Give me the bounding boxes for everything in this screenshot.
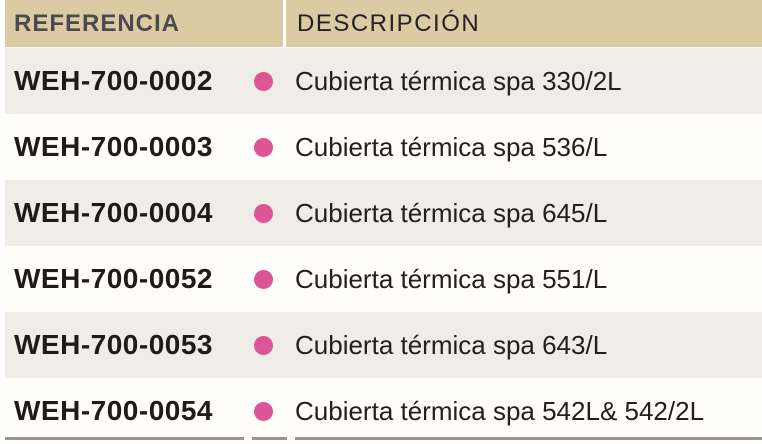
description-value: Cubierta térmica spa 536/L [295,131,608,162]
border-gap [287,437,295,440]
reference-value: WEH-700-0052 [14,263,213,294]
table-row: WEH-700-0002 Cubierta térmica spa 330/2L [5,48,762,114]
description-value: Cubierta térmica spa 551/L [295,263,608,294]
dot-cell [244,269,294,289]
dot-cell [244,203,294,223]
header-column-divider [283,0,286,47]
bullet-dot-icon [254,335,273,355]
table-header: REFERENCIA DESCRIPCIÓN [5,0,762,48]
dot-cell [244,335,294,355]
header-referencia: REFERENCIA [5,0,283,47]
reference-value: WEH-700-0004 [14,197,213,228]
border-segment [295,437,762,440]
reference-value: WEH-700-0054 [14,395,213,426]
border-segment [252,437,287,440]
description-value: Cubierta térmica spa 542L& 542/2L [295,395,705,426]
reference-value: WEH-700-0002 [14,65,213,96]
table-row: WEH-700-0054 Cubierta térmica spa 542L& … [5,378,762,444]
table-bottom-border [5,437,762,440]
border-segment [5,437,244,440]
description-value: Cubierta térmica spa 330/2L [295,65,622,96]
reference-value: WEH-700-0003 [14,131,213,162]
bullet-dot-icon [254,269,273,289]
reference-value: WEH-700-0053 [14,329,213,360]
table-row: WEH-700-0053 Cubierta térmica spa 643/L [5,312,762,378]
bullet-dot-icon [254,401,273,421]
border-gap [244,437,252,440]
bullet-dot-icon [254,71,273,91]
table-row: WEH-700-0052 Cubierta térmica spa 551/L [5,246,762,312]
dot-cell [244,71,294,91]
description-value: Cubierta térmica spa 645/L [295,197,608,228]
dot-cell [244,137,294,157]
product-table: REFERENCIA DESCRIPCIÓN WEH-700-0002 Cubi… [5,0,762,444]
description-value: Cubierta térmica spa 643/L [295,329,608,360]
bullet-dot-icon [254,203,273,223]
table-body: WEH-700-0002 Cubierta térmica spa 330/2L… [5,48,762,444]
table-row: WEH-700-0004 Cubierta térmica spa 645/L [5,180,762,246]
table-row: WEH-700-0003 Cubierta térmica spa 536/L [5,114,762,180]
bullet-dot-icon [254,137,273,157]
dot-cell [244,401,294,421]
header-descripcion: DESCRIPCIÓN [286,0,762,47]
